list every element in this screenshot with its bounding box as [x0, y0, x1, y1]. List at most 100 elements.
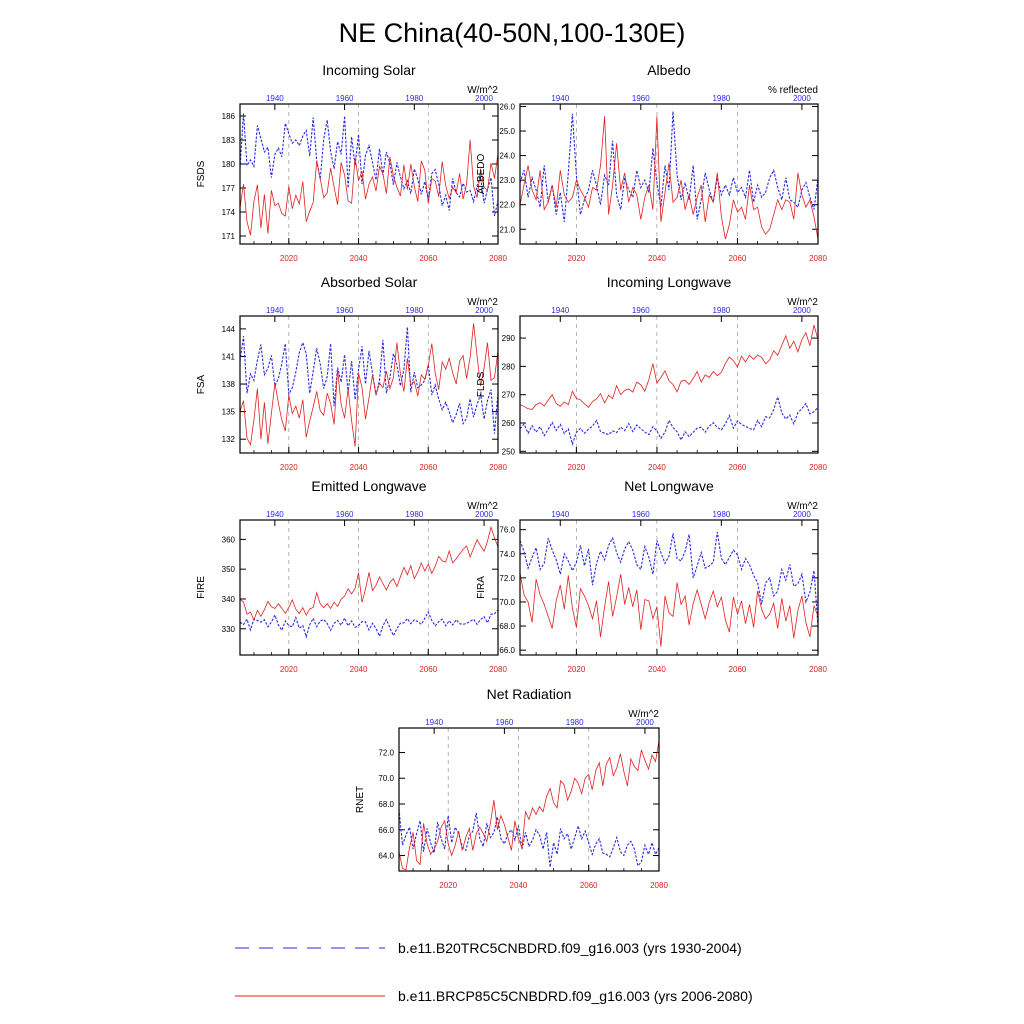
panel-title: Emitted Longwave [311, 478, 426, 494]
y-axis-label: FLDS [476, 371, 487, 397]
tick-label-top: 1960 [496, 718, 514, 727]
tick-label-bottom: 2020 [567, 463, 585, 472]
tick-label-bottom: 2060 [729, 463, 747, 472]
panel-flds: Incoming Longwave W/m^2 FLDS 2020 2040 2060 20… [476, 274, 827, 472]
plot-frame [239, 519, 499, 656]
tick-label-top: 2000 [475, 510, 493, 519]
tick-label-left: 68.0 [378, 800, 394, 809]
tick-label-left: 174 [222, 208, 236, 217]
tick-label-bottom: 2060 [419, 463, 437, 472]
tick-label-bottom: 2080 [809, 463, 827, 472]
tick-label-top: 1980 [566, 718, 584, 727]
tick-label-top: 2000 [793, 510, 811, 519]
tick-label-bottom: 2060 [729, 254, 747, 263]
series-line-rcp85 [520, 324, 818, 410]
plot-frame [519, 103, 819, 245]
tick-label-left: 183 [222, 136, 236, 145]
tick-label-left: 66.0 [378, 826, 394, 835]
series-line-historical [520, 532, 818, 627]
panel-units: W/m^2 [628, 709, 659, 720]
tick-label-left: 171 [222, 232, 236, 241]
tick-label-bottom: 2060 [580, 881, 598, 890]
panel-title: Incoming Longwave [607, 274, 732, 290]
panel-title: Net Longwave [624, 478, 714, 494]
tick-label-bottom: 2060 [419, 665, 437, 674]
tick-label-bottom: 2020 [567, 665, 585, 674]
tick-label-bottom: 2020 [280, 254, 298, 263]
tick-label-top: 1960 [632, 306, 650, 315]
plot-frame [519, 315, 819, 454]
series-line-rcp85 [240, 525, 498, 622]
panel-units: W/m^2 [467, 297, 498, 308]
series-line-historical [240, 113, 498, 217]
series-line-rcp85 [520, 572, 818, 647]
series-line-rcp85 [240, 323, 498, 447]
legend-label-rcp85: b.e11.BRCP85C5CNBDRD.f09_g16.003 (yrs 20… [398, 988, 753, 1004]
tick-label-bottom: 2040 [648, 254, 666, 263]
y-axis-label: RNET [355, 786, 366, 813]
tick-label-top: 1980 [712, 306, 730, 315]
series-line-rcp85 [520, 116, 818, 240]
panel-title: Absorbed Solar [321, 274, 418, 290]
tick-label-top: 1940 [551, 510, 569, 519]
tick-label-left: 330 [222, 625, 236, 634]
tick-label-left: 177 [222, 184, 236, 193]
tick-label-left: 186 [222, 112, 236, 121]
tick-label-left: 141 [222, 352, 236, 361]
tick-label-bottom: 2060 [729, 665, 747, 674]
tick-label-bottom: 2020 [439, 881, 457, 890]
tick-label-left: 132 [222, 435, 236, 444]
panel-fira: Net Longwave W/m^2 FIRA 2020 2040 2060 2080 194… [476, 478, 827, 674]
series-line-rcp85 [240, 139, 498, 236]
tick-label-left: 350 [222, 565, 236, 574]
panel-units: W/m^2 [467, 85, 498, 96]
tick-label-left: 25.0 [499, 127, 515, 136]
tick-label-top: 2000 [475, 94, 493, 103]
series-line-rcp85 [399, 740, 659, 871]
plot-frame [398, 727, 660, 872]
series-line-historical [240, 326, 498, 434]
panel-title: Net Radiation [487, 686, 572, 702]
tick-label-left: 340 [222, 595, 236, 604]
tick-label-top: 1940 [266, 94, 284, 103]
tick-label-left: 74.0 [499, 550, 515, 559]
tick-label-bottom: 2060 [419, 254, 437, 263]
tick-label-left: 70.0 [499, 598, 515, 607]
tick-label-left: 72.0 [499, 574, 515, 583]
plot-frame [519, 519, 819, 656]
tick-label-bottom: 2020 [567, 254, 585, 263]
tick-label-bottom: 2020 [280, 665, 298, 674]
panel-units: W/m^2 [467, 501, 498, 512]
tick-label-top: 1960 [632, 94, 650, 103]
panels: Incoming Solar W/m^2 FSDS 2020 2040 2060 2080 1… [196, 62, 827, 890]
series-line-historical [520, 395, 818, 447]
tick-label-bottom: 2080 [489, 254, 507, 263]
tick-label-left: 76.0 [499, 526, 515, 535]
plot-frame [239, 103, 499, 245]
tick-label-left: 24.0 [499, 152, 515, 161]
legend: b.e11.B20TRC5CNBDRD.f09_g16.003 (yrs 193… [235, 940, 753, 1004]
y-axis-label: FSA [196, 374, 207, 394]
tick-label-left: 70.0 [378, 774, 394, 783]
panel-fsds: Incoming Solar W/m^2 FSDS 2020 2040 2060 2080 1… [196, 62, 507, 263]
tick-label-left: 72.0 [378, 748, 394, 757]
tick-label-left: 250 [502, 447, 516, 456]
tick-label-top: 1980 [405, 306, 423, 315]
tick-label-top: 1980 [712, 94, 730, 103]
tick-label-left: 135 [222, 408, 236, 417]
tick-label-left: 360 [222, 535, 236, 544]
legend-label-historical: b.e11.B20TRC5CNBDRD.f09_g16.003 (yrs 193… [398, 940, 742, 956]
tick-label-bottom: 2040 [648, 463, 666, 472]
y-axis-label: FIRE [196, 576, 207, 599]
panel-units: W/m^2 [787, 501, 818, 512]
tick-label-bottom: 2080 [809, 254, 827, 263]
tick-label-top: 2000 [636, 718, 654, 727]
tick-label-bottom: 2040 [350, 463, 368, 472]
tick-label-left: 64.0 [378, 852, 394, 861]
tick-label-top: 1980 [405, 510, 423, 519]
tick-label-left: 270 [502, 391, 516, 400]
tick-label-top: 1960 [336, 306, 354, 315]
series-line-historical [399, 809, 659, 868]
tick-label-left: 68.0 [499, 622, 515, 631]
